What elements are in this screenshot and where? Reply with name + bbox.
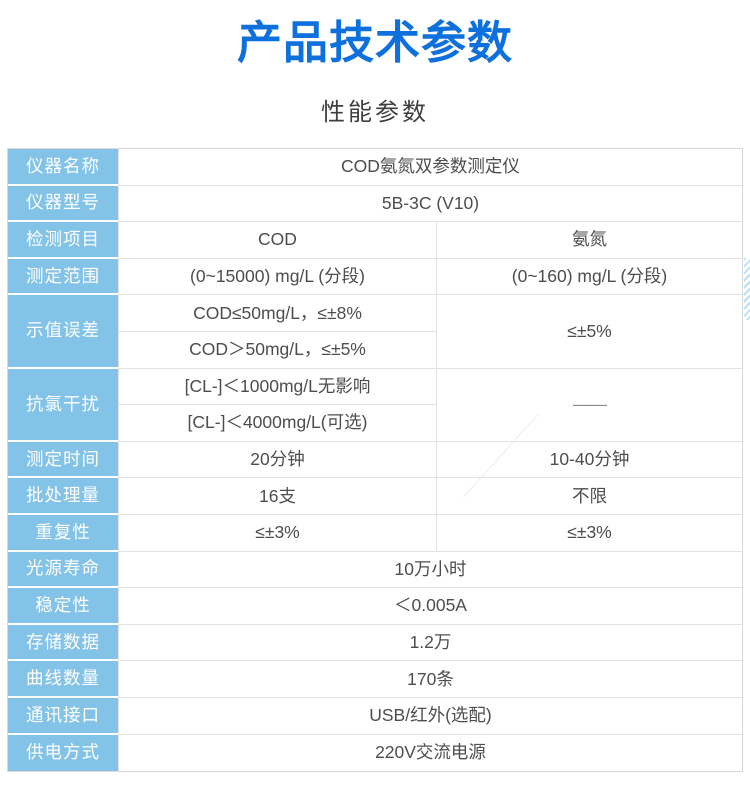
value-chloride-1000: [CL-]＜1000mg/L无影响 [118, 368, 436, 406]
value-error-cod-high: COD＞50mg/L，≤±5% [118, 331, 436, 369]
value-curve-count: 170条 [118, 661, 742, 698]
row-label-power-supply: 供电方式 [8, 734, 118, 772]
value-batch-cod: 16支 [118, 478, 436, 515]
row-label-comm-interface: 通讯接口 [8, 697, 118, 735]
value-chloride-4000: [CL-]＜4000mg/L(可选) [118, 405, 436, 442]
row-label-stability: 稳定性 [8, 588, 118, 625]
row-label-range: 测定范围 [8, 258, 118, 296]
row-label-data-storage: 存储数据 [8, 624, 118, 662]
value-instrument-name: COD氨氮双参数测定仪 [118, 149, 742, 186]
value-range-nh3: (0~160) mg/L (分段) [436, 258, 742, 296]
value-detection-cod: COD [118, 222, 436, 259]
value-comm-interface: USB/红外(选配) [118, 697, 742, 735]
value-data-storage: 1.2万 [118, 624, 742, 662]
value-stability: ＜0.005A [118, 588, 742, 625]
row-label-lamp-life: 光源寿命 [8, 551, 118, 589]
value-repeat-cod: ≤±3% [118, 514, 436, 552]
row-label-model: 仪器型号 [8, 185, 118, 223]
page-title: 产品技术参数 [236, 17, 513, 68]
right-edge-stripe-decoration [744, 258, 750, 320]
value-time-cod: 20分钟 [118, 441, 436, 479]
value-model: 5B-3C (V10) [118, 185, 742, 223]
row-label-repeatability: 重复性 [8, 514, 118, 552]
row-label-batch-capacity: 批处理量 [8, 478, 118, 515]
row-label-instrument-name: 仪器名称 [8, 149, 118, 186]
row-label-chloride-interference: 抗氯干扰 [8, 368, 118, 442]
value-lamp-life: 10万小时 [118, 551, 742, 589]
value-error-nh3: ≤±5% [436, 295, 742, 369]
value-range-cod: (0~15000) mg/L (分段) [118, 258, 436, 296]
value-batch-nh3: 不限 [436, 478, 742, 515]
section-subtitle: 性能参数 [321, 99, 429, 126]
value-detection-nh3: 氨氮 [436, 222, 742, 259]
row-label-indication-error: 示值误差 [8, 295, 118, 369]
value-time-nh3: 10-40分钟 [436, 441, 742, 479]
value-repeat-nh3: ≤±3% [436, 514, 742, 552]
spec-table: 仪器名称 COD氨氮双参数测定仪 仪器型号 5B-3C (V10) 检测项目 C… [7, 148, 743, 773]
value-power-supply: 220V交流电源 [118, 734, 742, 772]
value-error-cod-low: COD≤50mg/L，≤±8% [118, 295, 436, 332]
row-label-curve-count: 曲线数量 [8, 661, 118, 698]
value-chloride-nh3-dash: —— [436, 368, 742, 442]
row-label-detection-items: 检测项目 [8, 222, 118, 259]
row-label-measure-time: 测定时间 [8, 441, 118, 479]
